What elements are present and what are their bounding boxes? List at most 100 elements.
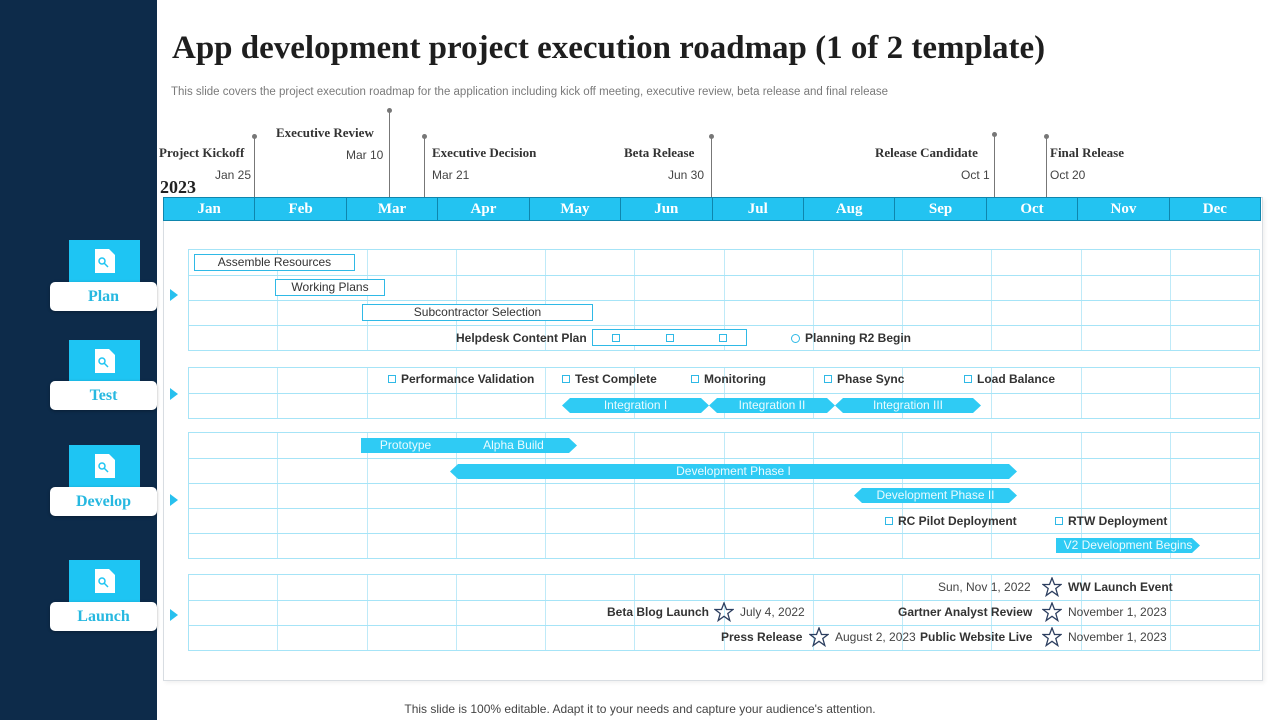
plan-arrow-icon bbox=[170, 289, 178, 301]
grid-cell bbox=[903, 534, 993, 558]
grid-cell bbox=[189, 509, 279, 533]
grid-cell bbox=[368, 484, 457, 508]
grid-cell bbox=[1082, 250, 1171, 275]
bar-development-phase-2[interactable]: Development Phase II bbox=[854, 488, 1017, 503]
item-label: Performance Validation bbox=[401, 372, 535, 386]
phase-label-develop[interactable]: Develop bbox=[50, 487, 157, 516]
month-aug: Aug bbox=[804, 198, 896, 220]
bar-prototype[interactable]: Prototype bbox=[361, 438, 450, 453]
item-label: Gartner Analyst Review bbox=[898, 605, 1033, 619]
month-jan: Jan bbox=[164, 198, 256, 220]
task-assemble-resources[interactable]: Assemble Resources bbox=[194, 254, 355, 271]
grid-cell bbox=[992, 368, 1082, 393]
gartner-analyst-review: Gartner Analyst Review bbox=[898, 605, 1032, 619]
task-working-plans[interactable]: Working Plans bbox=[275, 279, 385, 296]
grid-cell bbox=[635, 626, 725, 650]
grid-cell bbox=[546, 626, 636, 650]
grid-cell bbox=[725, 509, 814, 533]
task-rtw-deployment[interactable]: RTW Deployment bbox=[1055, 514, 1167, 528]
grid-cell bbox=[278, 575, 368, 600]
grid-cell bbox=[814, 575, 903, 600]
year-label: 2023 bbox=[160, 177, 196, 197]
month-header: Jan Feb Mar Apr May Jun Jul Aug Sep Oct … bbox=[163, 197, 1261, 221]
grid-cell bbox=[992, 575, 1082, 600]
grid-cell bbox=[278, 326, 368, 350]
document-icon bbox=[95, 454, 115, 478]
month-mar: Mar bbox=[347, 198, 439, 220]
grid-cell bbox=[457, 276, 546, 300]
star-icon bbox=[1042, 577, 1062, 597]
grid-cell bbox=[725, 433, 814, 458]
grid-cell bbox=[368, 368, 457, 393]
document-icon bbox=[95, 249, 115, 273]
grid-cell bbox=[546, 575, 636, 600]
task-phase-sync[interactable]: Phase Sync bbox=[824, 372, 904, 386]
bar-integration-1[interactable]: Integration I bbox=[562, 398, 709, 413]
task-planning-r2-begin[interactable]: Planning R2 Begin bbox=[791, 331, 911, 345]
develop-arrow-icon bbox=[170, 494, 178, 506]
grid-cell bbox=[903, 368, 993, 393]
checkbox-icon bbox=[612, 334, 620, 342]
checkbox-icon bbox=[719, 334, 727, 342]
grid-cell bbox=[457, 575, 546, 600]
task-rc-pilot-deployment[interactable]: RC Pilot Deployment bbox=[885, 514, 1017, 528]
task-subcontractor-selection[interactable]: Subcontractor Selection bbox=[362, 304, 593, 321]
task-performance-validation[interactable]: Performance Validation bbox=[388, 372, 534, 386]
bar-v2-development-begins[interactable]: V2 Development Begins bbox=[1056, 538, 1200, 553]
phase-label-test[interactable]: Test bbox=[50, 381, 157, 410]
document-icon bbox=[95, 349, 115, 373]
phase-label-launch[interactable]: Launch bbox=[50, 602, 157, 631]
grid-cell bbox=[278, 301, 368, 325]
bar-integration-3[interactable]: Integration III bbox=[835, 398, 981, 413]
grid-cell bbox=[1082, 626, 1171, 650]
grid-cell bbox=[635, 433, 725, 458]
milestone-title: Executive Review bbox=[276, 125, 374, 140]
grid-row bbox=[189, 250, 1259, 275]
grid-cell bbox=[189, 601, 279, 625]
grid-cell bbox=[903, 276, 993, 300]
grid-cell bbox=[992, 509, 1082, 533]
phase-label-plan[interactable]: Plan bbox=[50, 282, 157, 311]
grid-cell bbox=[903, 509, 993, 533]
grid-cell bbox=[725, 575, 814, 600]
grid-cell bbox=[635, 534, 725, 558]
grid-cell bbox=[1171, 433, 1259, 458]
grid-cell bbox=[814, 534, 903, 558]
grid-cell bbox=[635, 368, 725, 393]
task-monitoring[interactable]: Monitoring bbox=[691, 372, 766, 386]
milestone-line bbox=[1046, 136, 1047, 197]
grid-cell bbox=[278, 368, 368, 393]
grid-cell bbox=[457, 368, 546, 393]
grid-cell bbox=[992, 484, 1082, 508]
task-load-balance[interactable]: Load Balance bbox=[964, 372, 1055, 386]
grid-cell bbox=[1082, 575, 1171, 600]
launch-grid bbox=[188, 574, 1260, 651]
grid-cell bbox=[368, 326, 457, 350]
grid-cell bbox=[992, 601, 1082, 625]
grid-cell bbox=[278, 534, 368, 558]
checkbox-icon bbox=[964, 375, 972, 383]
grid-cell bbox=[725, 601, 814, 625]
task-test-complete[interactable]: Test Complete bbox=[562, 372, 657, 386]
grid-cell bbox=[1171, 301, 1259, 325]
grid-cell bbox=[546, 534, 636, 558]
grid-cell bbox=[992, 301, 1082, 325]
grid-cell bbox=[1171, 276, 1259, 300]
grid-cell bbox=[903, 326, 993, 350]
plan-phase-icon bbox=[69, 240, 140, 284]
grid-cell bbox=[1082, 276, 1171, 300]
bar-alpha-build[interactable]: Alpha Build bbox=[450, 438, 577, 453]
bar-development-phase-1[interactable]: Development Phase I bbox=[450, 464, 1017, 479]
grid-cell bbox=[814, 276, 903, 300]
grid-cell bbox=[189, 484, 279, 508]
checkbox-icon bbox=[885, 517, 893, 525]
grid-cell bbox=[189, 301, 279, 325]
task-helpdesk-content-plan[interactable]: Helpdesk Content Plan bbox=[456, 331, 587, 345]
milestone-title: Project Kickoff bbox=[159, 145, 245, 160]
grid-cell bbox=[278, 509, 368, 533]
grid-cell bbox=[1171, 601, 1259, 625]
grid-cell bbox=[546, 250, 636, 275]
grid-cell bbox=[1171, 394, 1259, 418]
bar-integration-2[interactable]: Integration II bbox=[709, 398, 835, 413]
checkbox-icon bbox=[666, 334, 674, 342]
